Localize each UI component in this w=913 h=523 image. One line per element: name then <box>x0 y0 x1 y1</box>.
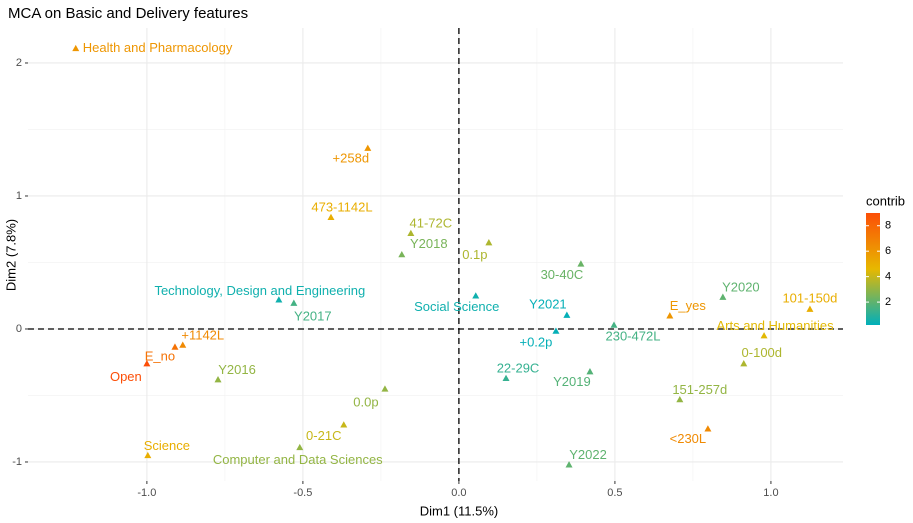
point-label: +0.2p <box>519 334 552 349</box>
point-label: +1142L <box>181 327 224 342</box>
point-label: Social Science <box>414 299 499 314</box>
point <box>565 461 573 468</box>
point-label: Y2021 <box>529 296 567 311</box>
point <box>485 239 493 246</box>
point-label: Y2022 <box>569 447 607 462</box>
x-tick-label: -1.0 <box>137 487 156 499</box>
point-label: +258d <box>333 151 370 166</box>
point <box>704 425 712 432</box>
point <box>290 299 298 306</box>
point-label: Technology, Design and Engineering <box>154 283 365 298</box>
point <box>563 311 571 318</box>
colorbar-tick-label: 6 <box>885 245 891 257</box>
point <box>381 385 389 392</box>
point <box>502 374 510 381</box>
x-tick-label: -0.5 <box>293 487 312 499</box>
y-tick-label: 1 <box>16 190 22 202</box>
point-label: Arts and Humanities <box>717 318 835 333</box>
point <box>577 260 585 267</box>
point-label: E_no <box>145 348 175 363</box>
point-label: Y2017 <box>294 308 332 323</box>
point-label: 230-472L <box>605 328 660 343</box>
point-label: Y2020 <box>722 279 760 294</box>
point <box>327 213 335 221</box>
point-label: Y2018 <box>410 236 448 251</box>
point <box>719 293 727 300</box>
point-label: Computer and Data Sciences <box>213 452 383 467</box>
point <box>806 305 814 312</box>
x-axis-label: Dim1 (11.5%) <box>420 503 499 518</box>
point <box>676 395 684 403</box>
y-tick-label: 0 <box>16 323 22 335</box>
point <box>72 44 80 52</box>
point <box>407 229 415 237</box>
chart-title: MCA on Basic and Delivery features <box>8 5 248 22</box>
colorbar <box>866 213 880 325</box>
colorbar-tick-label: 8 <box>885 220 891 232</box>
colorbar-tick-label: 4 <box>885 271 891 283</box>
point <box>666 312 674 319</box>
point-label: Health and Pharmacology <box>83 40 233 55</box>
point-label: 0.1p <box>462 247 487 262</box>
x-tick-label: 0.5 <box>607 487 622 499</box>
point <box>144 451 152 459</box>
x-tick-label: 1.0 <box>763 487 778 499</box>
point-label: 30-40C <box>541 267 584 282</box>
point-label: 101-150d <box>782 290 837 305</box>
point <box>552 327 560 334</box>
point-label: 0-100d <box>742 345 782 360</box>
point <box>740 360 748 367</box>
point <box>296 443 304 451</box>
y-tick-label: 2 <box>16 57 22 69</box>
point <box>398 251 406 258</box>
point-label: 22-29C <box>497 361 540 376</box>
point-label: Open <box>110 369 142 384</box>
colorbar-tick-label: 2 <box>885 296 891 308</box>
point-label: 0-21C <box>306 428 341 443</box>
point <box>340 421 348 428</box>
point <box>143 360 151 367</box>
point <box>275 296 283 303</box>
point-label: 151-257d <box>672 382 727 397</box>
point <box>179 341 187 348</box>
y-axis-label: Dim2 (7.8%) <box>3 219 18 291</box>
point <box>610 321 618 328</box>
point <box>171 343 179 350</box>
legend-title: contrib <box>866 193 905 208</box>
point-label: Y2019 <box>553 374 591 389</box>
point-label: <230L <box>670 431 707 446</box>
point-label: 473-1142L <box>311 200 372 215</box>
point-label: 41-72C <box>410 216 453 231</box>
x-tick-label: 0.0 <box>451 487 466 499</box>
point <box>214 376 222 383</box>
point-label: 0.0p <box>353 394 378 409</box>
point-label: E_yes <box>670 298 707 313</box>
y-tick-label: -1 <box>12 456 22 468</box>
point <box>364 144 372 151</box>
point-label: Science <box>144 438 190 453</box>
point <box>760 332 768 339</box>
point <box>586 368 594 375</box>
point <box>472 292 480 299</box>
point-label: Y2016 <box>218 362 256 377</box>
